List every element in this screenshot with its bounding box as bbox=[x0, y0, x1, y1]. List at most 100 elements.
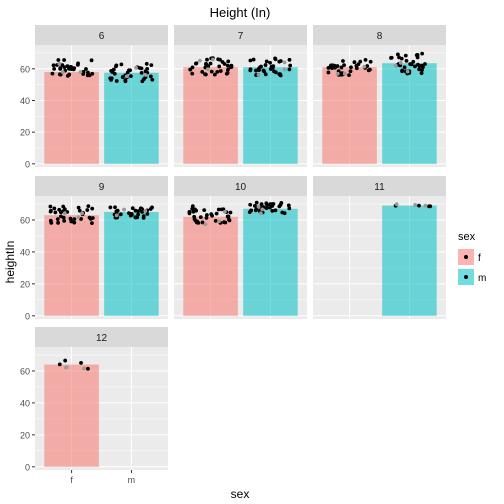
data-point bbox=[86, 70, 90, 75]
data-point bbox=[368, 59, 373, 64]
data-point bbox=[214, 211, 219, 216]
data-point bbox=[87, 73, 92, 78]
data-point bbox=[136, 212, 141, 217]
facet-strip-label: 11 bbox=[374, 182, 385, 193]
data-point bbox=[67, 66, 71, 71]
data-point bbox=[195, 219, 200, 224]
y-tick-label: 20 bbox=[20, 128, 30, 138]
data-point bbox=[58, 66, 63, 71]
data-point bbox=[339, 65, 344, 70]
y-tick-label: 60 bbox=[20, 215, 30, 225]
data-point bbox=[215, 69, 220, 74]
data-point bbox=[257, 68, 261, 73]
facet-strip bbox=[174, 176, 307, 196]
data-point bbox=[86, 204, 91, 209]
data-point bbox=[80, 211, 84, 216]
data-point bbox=[52, 206, 57, 211]
data-point bbox=[124, 74, 129, 79]
data-point bbox=[258, 211, 263, 216]
y-tick-label: 40 bbox=[20, 247, 30, 257]
data-point bbox=[362, 64, 367, 69]
data-point bbox=[204, 62, 209, 67]
bar-m bbox=[243, 208, 298, 316]
data-point bbox=[62, 58, 67, 62]
data-point bbox=[122, 207, 126, 212]
data-point bbox=[256, 73, 261, 77]
data-point bbox=[190, 207, 195, 211]
data-point bbox=[90, 221, 94, 225]
data-point bbox=[286, 203, 291, 208]
data-point bbox=[150, 77, 155, 82]
data-point bbox=[259, 64, 263, 69]
bar-f bbox=[183, 216, 238, 316]
data-point bbox=[108, 205, 113, 210]
y-tick-label: 20 bbox=[20, 279, 30, 289]
data-point bbox=[389, 55, 394, 60]
data-point bbox=[145, 212, 150, 216]
data-point bbox=[82, 366, 86, 371]
data-point bbox=[90, 216, 95, 220]
data-point bbox=[272, 69, 276, 74]
legend-point bbox=[464, 255, 468, 259]
data-point bbox=[282, 211, 287, 216]
data-point bbox=[57, 61, 62, 66]
data-point bbox=[135, 215, 140, 220]
data-point bbox=[260, 207, 265, 212]
facet-panel-8: 8 bbox=[313, 25, 446, 167]
y-tick-label: 0 bbox=[25, 311, 30, 321]
legend-label: f bbox=[478, 253, 481, 264]
legend-entry-m: m bbox=[458, 269, 486, 285]
data-point bbox=[348, 69, 353, 74]
data-point bbox=[57, 72, 62, 77]
data-point bbox=[287, 206, 292, 211]
data-point bbox=[143, 209, 148, 213]
data-point bbox=[118, 212, 123, 217]
data-point bbox=[90, 206, 95, 211]
data-point bbox=[413, 64, 417, 69]
x-axis-label: sex bbox=[231, 487, 250, 501]
facet-strip bbox=[35, 176, 168, 196]
data-point bbox=[150, 205, 154, 210]
facet-strip bbox=[35, 327, 168, 347]
data-point bbox=[218, 69, 223, 73]
data-point bbox=[114, 64, 118, 69]
bar-m bbox=[382, 205, 437, 316]
y-tick-label: 60 bbox=[20, 366, 30, 376]
data-point bbox=[279, 201, 284, 205]
data-point bbox=[394, 202, 399, 207]
data-point bbox=[335, 64, 340, 68]
y-tick-label: 40 bbox=[20, 398, 30, 408]
bar-m bbox=[104, 211, 159, 316]
data-point bbox=[65, 73, 70, 78]
data-point bbox=[114, 213, 119, 218]
data-point bbox=[56, 220, 60, 225]
data-point bbox=[226, 59, 231, 64]
data-point bbox=[326, 70, 331, 75]
legend-entry-f: f bbox=[458, 249, 481, 265]
data-point bbox=[217, 64, 222, 69]
data-point bbox=[137, 66, 142, 70]
y-tick-label: 60 bbox=[20, 64, 30, 74]
data-point bbox=[119, 62, 124, 67]
data-point bbox=[342, 63, 346, 68]
data-point bbox=[62, 218, 67, 223]
legend-label: m bbox=[478, 273, 486, 284]
data-point bbox=[270, 204, 275, 208]
data-point bbox=[265, 202, 270, 207]
facet-strip-label: 10 bbox=[235, 182, 247, 193]
bar-m bbox=[243, 67, 298, 164]
data-point bbox=[86, 366, 90, 371]
y-tick-label: 20 bbox=[20, 430, 30, 440]
data-point bbox=[423, 203, 428, 208]
data-point bbox=[413, 203, 418, 207]
data-point bbox=[194, 208, 199, 213]
data-point bbox=[85, 208, 90, 212]
data-point bbox=[72, 217, 77, 222]
facet-strip-label: 6 bbox=[99, 31, 105, 42]
data-point bbox=[208, 61, 213, 66]
data-point bbox=[144, 61, 149, 66]
data-point bbox=[209, 69, 214, 74]
data-point bbox=[72, 220, 77, 225]
data-point bbox=[270, 208, 275, 213]
